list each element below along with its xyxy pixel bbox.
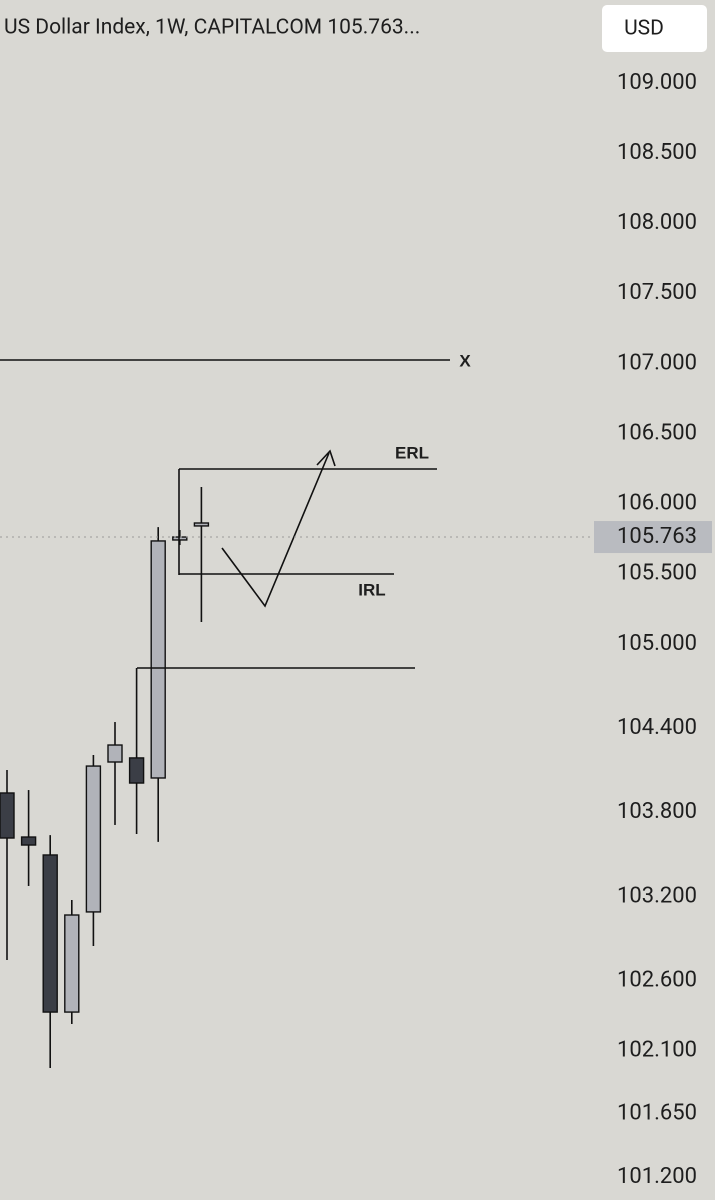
annotation: ERL	[395, 443, 429, 462]
y-tick-label: 103.800	[617, 799, 697, 824]
y-tick-label: 101.650	[617, 1101, 697, 1126]
drawn-arrowhead	[316, 449, 336, 467]
y-tick-label: 105.000	[617, 631, 697, 656]
y-tick-label: 104.400	[617, 715, 697, 740]
annotation: IRL	[358, 580, 385, 599]
candle-body	[0, 792, 15, 839]
candle-body	[193, 522, 210, 527]
y-tick-label: 102.600	[617, 967, 697, 992]
y-tick-label: 106.000	[617, 491, 697, 516]
candle-body	[42, 854, 58, 1013]
last-price-label: 105.763	[617, 524, 697, 549]
y-tick-label: 101.200	[617, 1164, 697, 1189]
y-tick-label: 102.100	[617, 1038, 697, 1063]
drawings	[0, 359, 450, 669]
annotation: X	[459, 351, 471, 370]
candle-body	[85, 765, 102, 913]
chart-title: US Dollar Index, 1W, CAPITALCOM 105.763.…	[4, 16, 420, 40]
y-tick-label: 106.500	[617, 420, 697, 445]
currency-button[interactable]	[602, 5, 707, 52]
last-price-box	[594, 521, 712, 554]
y-tick-label: 103.200	[617, 883, 697, 908]
y-tick-label: 105.500	[617, 561, 697, 586]
candle-body	[107, 744, 123, 763]
y-tick-label: 107.000	[617, 350, 697, 375]
y-tick-label: 107.500	[617, 280, 697, 305]
candle-body	[150, 540, 166, 779]
y-tick-label: 108.500	[617, 140, 697, 165]
drawn-path	[221, 452, 330, 608]
candle-body	[64, 914, 80, 1013]
candle-body	[128, 757, 145, 784]
y-tick-label: 109.000	[617, 70, 697, 95]
currency-label[interactable]: USD	[624, 17, 664, 41]
y-tick-label: 108.000	[617, 210, 697, 235]
candle-body	[20, 836, 37, 846]
